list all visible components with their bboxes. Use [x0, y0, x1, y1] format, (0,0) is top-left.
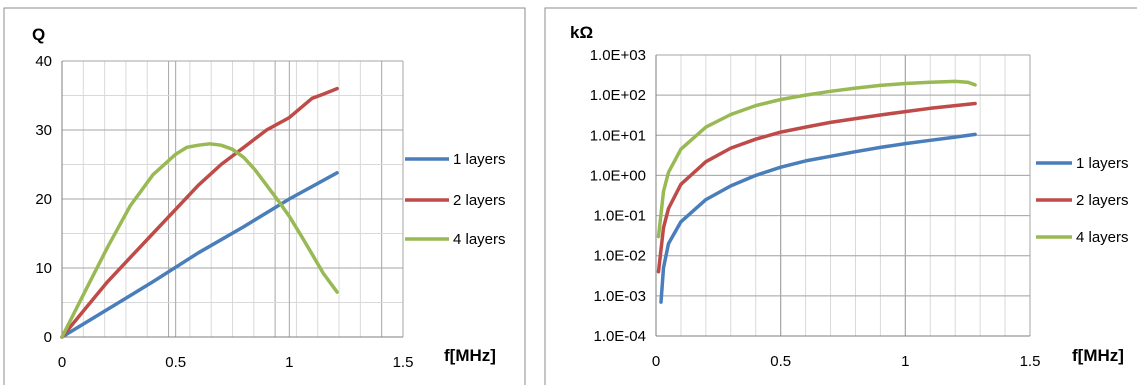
chart-frame [544, 7, 1137, 385]
chart-legend: 1 layers 2 layers 4 layers [1036, 155, 1129, 246]
chart-q-vs-frequency: 0 0.5 1 1.5 0 10 20 30 40 Q f[MHz] 1 layers 2 lay… [3, 7, 526, 385]
series-line [656, 79, 977, 239]
legend-label: 1 layers [1076, 155, 1129, 172]
legend-label: 1 layers [453, 151, 506, 168]
chart-series-group [60, 86, 339, 339]
legend-label: 4 layers [1076, 229, 1129, 246]
y-tick-label: 30 [35, 122, 52, 139]
y-tick-label: 1.0E+02 [590, 87, 646, 104]
chart-grid [61, 60, 404, 338]
x-axis-title: f[MHz] [1072, 346, 1124, 365]
x-tick-label: 1 [285, 354, 293, 371]
y-tick-label: 1.0E-04 [593, 328, 646, 345]
chart-impedance-vs-frequency: 0 0.5 1 1.5 1.0E-04 1.0E-03 1.0E-02 1.0E-01 1.0E… [544, 7, 1137, 385]
series-line [60, 86, 339, 339]
x-tick-label: 0 [58, 354, 66, 371]
y-tick-label: 1.0E-03 [593, 288, 646, 305]
legend-label: 2 layers [453, 192, 506, 209]
x-tick-label: 0 [652, 353, 660, 370]
y-tick-label: 40 [35, 53, 52, 70]
y-tick-label: 1.0E+01 [590, 127, 646, 144]
x-tick-label: 1.5 [393, 354, 414, 371]
series-line [656, 101, 977, 274]
x-axis-title: f[MHz] [444, 346, 496, 365]
x-tick-label: 1 [901, 353, 909, 370]
chart-grid [655, 54, 1031, 337]
y-tick-label: 1.0E-01 [593, 208, 646, 225]
y-tick-label: 10 [35, 260, 52, 277]
y-axis-title: kΩ [570, 23, 593, 42]
y-tick-label: 0 [44, 329, 52, 346]
x-tick-label: 1.5 [1020, 353, 1041, 370]
chart-tick-labels: 0 0.5 1 1.5 0 10 20 30 40 [35, 53, 413, 371]
y-axis-title: Q [32, 25, 45, 44]
x-tick-label: 0.5 [770, 353, 791, 370]
series-line [60, 142, 339, 339]
y-tick-label: 1.0E+00 [590, 167, 646, 184]
chart-frame [3, 7, 526, 385]
x-tick-label: 0.5 [165, 354, 186, 371]
series-line [659, 132, 977, 304]
legend-label: 4 layers [453, 231, 506, 248]
chart-legend: 1 layers 2 layers 4 layers [405, 151, 506, 248]
chart-tick-labels: 0 0.5 1 1.5 1.0E-04 1.0E-03 1.0E-02 1.0E-01 1.0E… [590, 47, 1041, 370]
y-tick-label: 1.0E-02 [593, 248, 646, 265]
y-tick-label: 20 [35, 191, 52, 208]
chart-series-group [656, 79, 977, 304]
y-tick-label: 1.0E+03 [590, 47, 646, 64]
series-line [60, 171, 339, 339]
legend-label: 2 layers [1076, 192, 1129, 209]
